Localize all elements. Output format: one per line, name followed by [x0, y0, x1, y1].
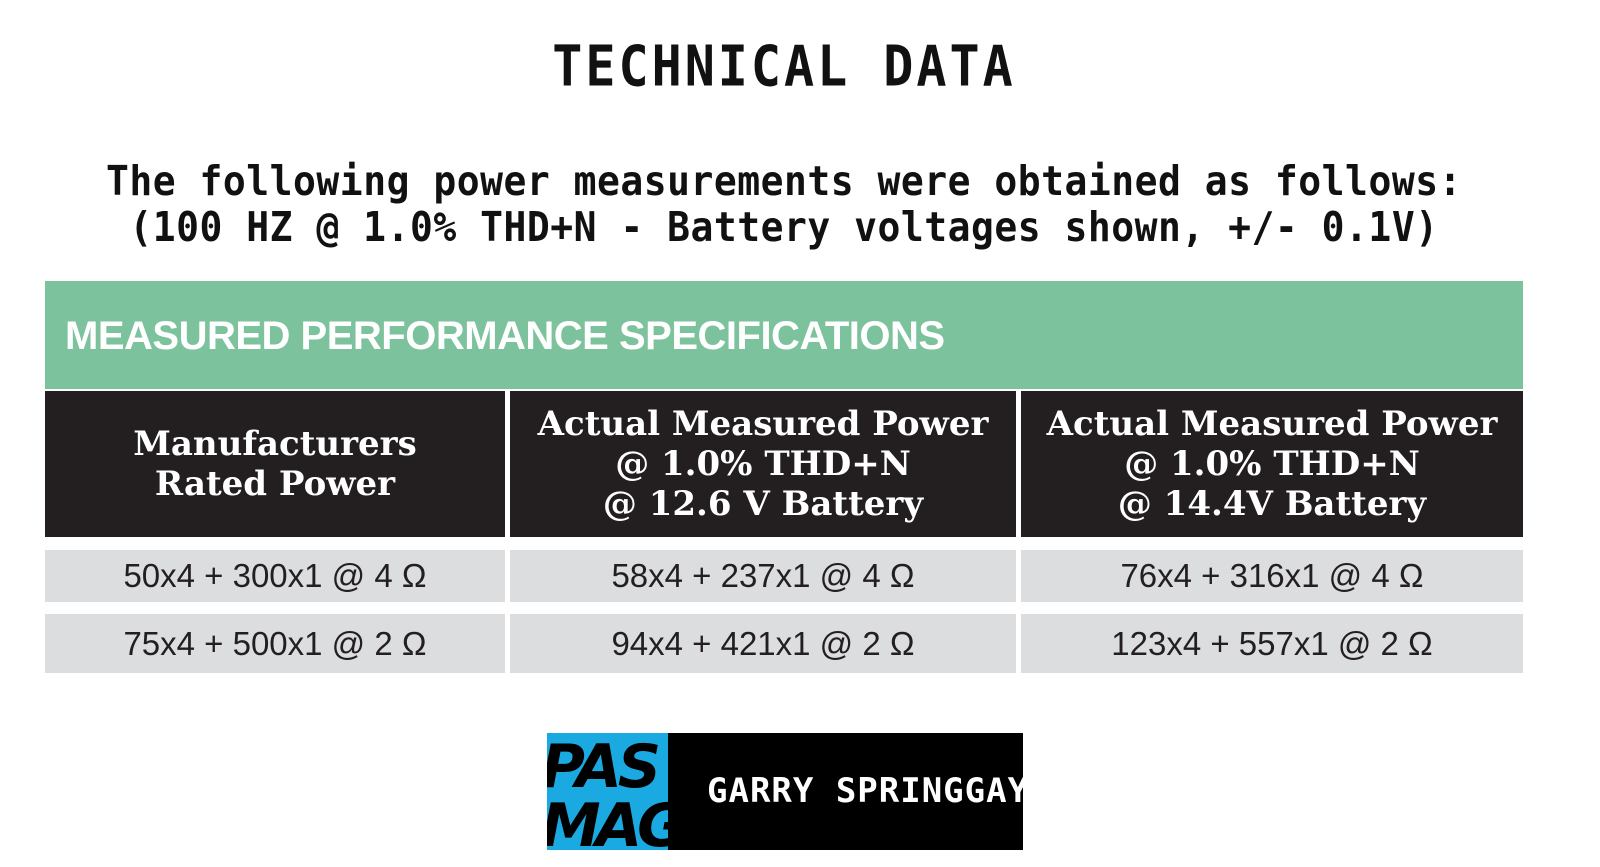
table-title-bar: MEASURED PERFORMANCE SPECIFICATIONS — [45, 281, 1523, 389]
table-title: MEASURED PERFORMANCE SPECIFICATIONS — [65, 314, 945, 358]
column-header-line: Actual Measured Power — [1046, 404, 1498, 444]
column-header-rated-power: Manufacturers Rated Power — [45, 391, 505, 537]
author-credit-banner: PAS MAG GARRY SPRINGGAY — [547, 733, 1028, 850]
pasmag-logo: PAS MAG — [547, 733, 668, 850]
table-cell: 75x4 + 500x1 @ 2 Ω — [45, 614, 505, 673]
svg-text:PAS: PAS — [547, 733, 658, 802]
table-cell: 58x4 + 237x1 @ 4 Ω — [510, 550, 1016, 602]
column-header-line: Rated Power — [154, 464, 396, 504]
table-cell: 76x4 + 316x1 @ 4 Ω — [1021, 550, 1523, 602]
column-header-line: @ 1.0% THD+N — [615, 444, 911, 484]
column-header-measured-12v: Actual Measured Power @ 1.0% THD+N @ 12.… — [510, 391, 1016, 537]
column-header-line: @ 1.0% THD+N — [1124, 444, 1420, 484]
table-cell: 123x4 + 557x1 @ 2 Ω — [1021, 614, 1523, 673]
column-header-line: @ 14.4V Battery — [1117, 484, 1427, 524]
intro-line-1: The following power measurements were ob… — [106, 157, 1462, 205]
intro-text: The following power measurements were ob… — [0, 157, 1568, 251]
column-header-line: Manufacturers — [133, 424, 417, 464]
author-name: GARRY SPRINGGAY — [707, 771, 1030, 811]
intro-line-2: (100 HZ @ 1.0% THD+N - Battery voltages … — [129, 203, 1439, 251]
column-header-measured-14v: Actual Measured Power @ 1.0% THD+N @ 14.… — [1021, 391, 1523, 537]
table-cell: 50x4 + 300x1 @ 4 Ω — [45, 550, 505, 602]
column-header-line: Actual Measured Power — [537, 404, 989, 444]
table-cell: 94x4 + 421x1 @ 2 Ω — [510, 614, 1016, 673]
column-header-line: @ 12.6 V Battery — [602, 484, 924, 524]
svg-text:MAG: MAG — [547, 791, 668, 850]
page-title: TECHNICAL DATA — [552, 34, 1016, 99]
